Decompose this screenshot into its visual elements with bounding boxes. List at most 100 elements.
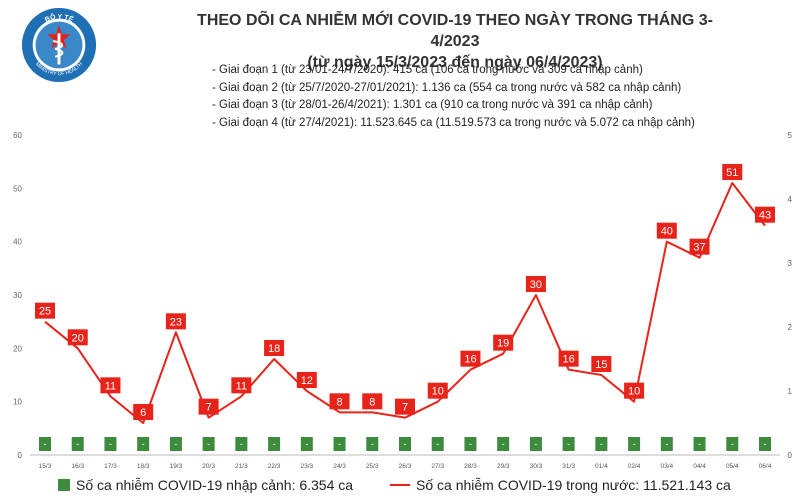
imported-data-label: - (44, 439, 47, 449)
imported-marker (431, 437, 444, 451)
domestic-label-box (427, 382, 448, 399)
domestic-data-label: 8 (336, 396, 342, 408)
domestic-data-label: 10 (628, 386, 640, 398)
domestic-data-label: 16 (464, 354, 476, 366)
imported-data-label: - (665, 439, 668, 449)
imported-data-label: - (207, 439, 210, 449)
y-right-tick-label: 1 (788, 387, 793, 396)
domestic-label-box (395, 398, 415, 415)
imported-data-label: - (731, 439, 734, 449)
domestic-label-box (722, 164, 743, 180)
imported-marker (529, 437, 542, 451)
imported-marker (726, 437, 739, 451)
domestic-label-box (591, 356, 612, 372)
ministry-of-health-logo: BỘ Y TẾ MINISTRY OF HEALTH (21, 7, 97, 83)
domestic-data-label: 25 (39, 306, 51, 318)
x-tick-label: 02/4 (628, 463, 641, 470)
x-tick-label: 17/3 (104, 463, 117, 470)
domestic-data-label: 18 (268, 343, 280, 355)
domestic-label-box (624, 382, 645, 399)
domestic-label-box (558, 350, 579, 367)
domestic-data-label: 43 (759, 210, 771, 222)
domestic-data-label: 8 (369, 396, 375, 408)
domestic-data-label: 7 (402, 402, 408, 414)
imported-marker (137, 437, 150, 451)
imported-data-label: - (305, 439, 308, 449)
domestic-label-box (198, 398, 219, 415)
domestic-data-label: 10 (432, 386, 444, 398)
imported-marker (759, 437, 771, 451)
legend-imported-label: Số ca nhiễm COVID-19 nhập cảnh: 6.354 ca (76, 477, 354, 493)
y-left-tick-label: 60 (13, 131, 22, 140)
domestic-data-label: 51 (726, 167, 738, 179)
x-tick-label: 27/3 (431, 463, 444, 470)
imported-data-label: - (698, 439, 701, 449)
domestic-label-box (165, 313, 186, 330)
domestic-label-box (67, 329, 88, 346)
y-left-tick-label: 10 (13, 398, 22, 407)
x-tick-label: 06/4 (759, 463, 772, 470)
domestic-data-label: 16 (563, 354, 575, 366)
x-tick-label: 24/3 (333, 463, 346, 470)
x-tick-label: 15/3 (39, 463, 52, 470)
y-left-tick-label: 30 (13, 291, 22, 300)
domestic-label-box (133, 404, 154, 420)
note-phase-2: - Giai đoạn 2 (từ 25/7/2020-27/01/2021):… (212, 81, 682, 94)
legend-domestic-label: Số ca nhiễm COVID-19 trong nước: 11.521.… (416, 477, 731, 493)
domestic-data-label: 37 (693, 242, 705, 254)
domestic-data-label: 6 (140, 407, 146, 419)
y-left-tick-label: 40 (13, 238, 22, 247)
note-phase-1: - Giai đoạn 1 (từ 23/01-24/7/2020): 415 … (212, 64, 643, 76)
imported-marker (71, 437, 84, 451)
note-phase-4: - Giai đoạn 4 (từ 27/4/2021): 11.523.645… (212, 116, 695, 129)
legend-domestic-swatch (390, 484, 410, 486)
y-right-tick-label: 3 (788, 259, 793, 268)
imported-data-label: - (633, 439, 636, 449)
y-right-tick-label: 0 (788, 451, 793, 460)
domestic-data-label: 30 (530, 279, 542, 291)
imported-data-label: - (174, 439, 177, 449)
imported-data-label: - (404, 439, 407, 449)
imported-data-label: - (371, 439, 374, 449)
domestic-data-label: 40 (661, 226, 673, 238)
imported-marker (660, 437, 673, 451)
y-left-tick-label: 0 (18, 451, 23, 460)
y-right-tick-label: 2 (788, 323, 793, 332)
imported-data-label: - (338, 439, 341, 449)
legend-domestic: Số ca nhiễm COVID-19 trong nước: 11.521.… (390, 477, 731, 493)
imported-marker (366, 437, 379, 451)
y-left-tick-label: 50 (13, 184, 22, 193)
note-phase-3: - Giai đoạn 3 (từ 28/01-26/4/2021): 1.30… (212, 99, 653, 111)
imported-marker (235, 437, 248, 451)
imported-marker (202, 437, 215, 451)
imported-marker (333, 437, 346, 451)
x-tick-label: 01/4 (595, 463, 608, 470)
domestic-label-box (460, 350, 481, 367)
imported-data-label: - (534, 439, 537, 449)
imported-data-label: - (76, 439, 79, 449)
domestic-data-label: 11 (236, 380, 247, 392)
imported-marker (300, 437, 313, 451)
imported-data-label: - (469, 439, 472, 449)
x-tick-label: 04/4 (693, 463, 706, 470)
legend-imported: Số ca nhiễm COVID-19 nhập cảnh: 6.354 ca (58, 477, 353, 493)
x-tick-label: 03/4 (660, 463, 673, 470)
imported-data-label: - (600, 439, 603, 449)
domestic-label-box (656, 222, 677, 239)
x-tick-label: 26/3 (399, 463, 412, 470)
imported-data-label: - (240, 439, 243, 449)
title-line-1: THEO DÕI CA NHIỄM MỚI COVID-19 THEO NGÀY… (197, 12, 713, 50)
domestic-label-box (264, 340, 285, 356)
imported-marker (399, 437, 411, 451)
domestic-data-label: 12 (301, 375, 313, 387)
legend-imported-swatch (58, 479, 70, 491)
imported-marker (464, 437, 477, 451)
imported-marker (268, 437, 281, 451)
imported-data-label: - (764, 439, 767, 449)
imported-marker (562, 437, 575, 451)
imported-marker (39, 437, 51, 451)
y-right-tick-label: 4 (788, 195, 793, 204)
x-tick-label: 18/3 (137, 463, 150, 470)
y-right-tick-label: 5 (788, 131, 793, 140)
